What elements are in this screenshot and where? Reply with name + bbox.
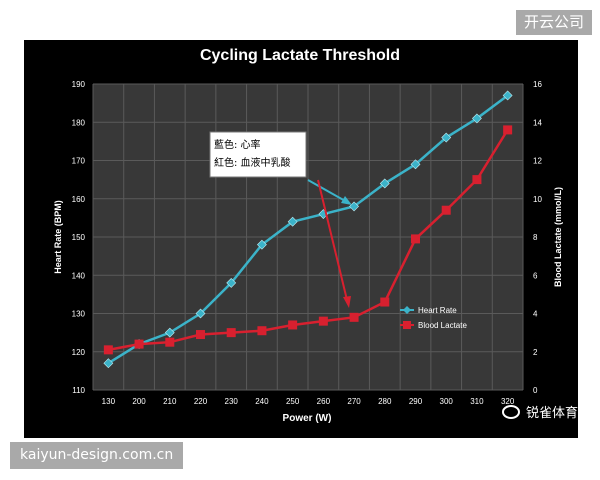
lactate-point [165,337,175,347]
heart-rate-point [502,90,513,101]
heart-rate-point [164,327,175,338]
right-tick-label: 8 [533,233,538,242]
legend-marker-heart-rate [403,306,411,314]
annotation-line-1: 藍色: 心率 [214,138,261,151]
left-tick-label: 160 [72,195,86,204]
brand-logo-text: 锐雀体育 [525,406,578,421]
x-tick-label: 250 [286,397,300,406]
lactate-line [108,129,509,352]
x-tick-label: 220 [194,397,208,406]
x-tick-label: 270 [347,397,361,406]
lactate-point [134,339,144,349]
x-tick-label: 290 [409,397,423,406]
heart-rate-point [349,201,359,212]
x-tick-label: 210 [163,397,177,406]
heart-rate-point [226,277,237,288]
right-tick-label: 4 [533,310,538,319]
lactate-point [349,312,359,322]
x-axis-label: Power (W) [283,413,332,424]
left-tick-label: 140 [72,271,86,280]
left-tick-label: 190 [72,80,86,89]
heart-rate-point [103,358,114,369]
x-tick-label: 130 [102,397,116,406]
heart-rate-point [379,178,390,189]
right-tick-label: 10 [533,195,542,204]
x-tick-label: 200 [132,397,146,406]
x-tick-label: 240 [255,397,269,406]
chart-title: Cycling Lactate Threshold [200,47,400,64]
left-axis-label: Heart Rate (BPM) [53,200,63,274]
lactate-point [318,316,328,326]
legend-marker-lactate [403,321,411,329]
x-tick-label: 260 [317,397,331,406]
left-tick-label: 120 [72,348,86,357]
left-tick-label: 130 [72,310,86,319]
annotation-arrow-heart-rate [307,179,348,203]
lactate-point [103,345,113,355]
left-tick-label: 170 [72,157,86,166]
lactate-point [503,125,513,135]
lactate-point [288,320,298,330]
left-tick-label: 180 [72,118,86,127]
right-tick-label: 6 [533,271,538,280]
series-blood-lactate [103,125,513,355]
lactate-point [257,326,267,336]
lactate-point [196,330,205,340]
left-axis-ticks: 110 120 130 140 150 160 170 180 190 [72,80,86,395]
heart-rate-point [441,132,452,143]
heart-rate-point [410,159,421,170]
right-tick-label: 16 [533,80,542,89]
right-tick-label: 14 [533,118,542,127]
legend-label-lactate: Blood Lactate [418,321,467,330]
lactate-point [441,205,451,215]
heart-rate-point [472,113,482,124]
annotation-arrow-lactate [317,179,348,301]
series-heart-rate [103,90,513,369]
right-axis-label: Blood Lactate (mmol/L) [553,187,563,287]
left-tick-label: 110 [72,386,85,395]
annotation-arrowhead-lactate [343,296,351,308]
lactate-point [472,175,482,185]
legend: Heart Rate Blood Lactate [400,306,467,330]
heart-rate-line [107,94,509,365]
annotation-arrowhead-heart-rate [341,196,352,205]
brand-logo: 锐雀体育 [501,402,578,421]
left-tick-label: 150 [72,233,86,242]
right-axis-ticks: 0 2 4 6 8 10 12 14 16 [533,80,542,395]
watermark-top-right: 开云公司 [515,10,592,35]
lactate-point [226,328,236,338]
x-axis-ticks: 130 200 210 220 230 240 250 260 270 280 290 300 310 3… [102,397,515,406]
lactate-point [411,234,420,244]
heart-rate-point [257,239,267,250]
right-tick-label: 12 [533,157,542,166]
watermark-bottom-left: kaiyun-design.com.cn [10,442,184,470]
lactate-point [380,297,390,307]
annotation-line-2: 紅色: 血液中乳酸 [214,156,291,169]
wechat-icon [501,404,520,419]
x-tick-label: 300 [440,397,454,406]
right-tick-label: 0 [533,386,538,395]
x-tick-label: 280 [378,397,392,406]
right-tick-label: 2 [533,348,538,357]
x-tick-label: 320 [501,397,515,406]
heart-rate-point [287,216,298,227]
annotation-box [209,131,307,178]
x-tick-label: 310 [470,397,484,406]
heart-rate-point [195,308,206,319]
x-tick-label: 230 [225,397,239,406]
legend-label-heart-rate: Heart Rate [418,306,457,315]
